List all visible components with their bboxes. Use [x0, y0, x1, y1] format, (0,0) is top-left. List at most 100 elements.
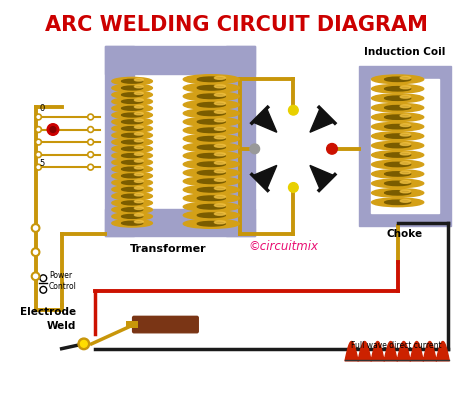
Ellipse shape [184, 152, 239, 161]
Bar [226, 47, 255, 236]
Ellipse shape [184, 75, 239, 85]
Ellipse shape [197, 86, 225, 91]
Circle shape [32, 249, 39, 256]
Ellipse shape [385, 172, 411, 177]
Ellipse shape [214, 205, 226, 207]
Text: 5: 5 [39, 159, 44, 168]
Ellipse shape [122, 174, 143, 178]
Ellipse shape [184, 126, 239, 136]
Ellipse shape [122, 195, 143, 198]
Ellipse shape [197, 129, 225, 133]
Ellipse shape [134, 99, 143, 102]
Ellipse shape [385, 163, 411, 167]
Ellipse shape [372, 170, 424, 179]
Circle shape [88, 115, 94, 121]
Ellipse shape [134, 194, 143, 196]
Polygon shape [253, 166, 277, 190]
Ellipse shape [184, 186, 239, 195]
Ellipse shape [214, 145, 226, 148]
Ellipse shape [122, 201, 143, 205]
Ellipse shape [112, 200, 152, 207]
Ellipse shape [372, 95, 424, 103]
Circle shape [35, 115, 41, 121]
Ellipse shape [400, 134, 411, 137]
Ellipse shape [385, 182, 411, 186]
Ellipse shape [184, 93, 239, 101]
Circle shape [88, 127, 94, 133]
Bar [105, 209, 255, 236]
Ellipse shape [385, 191, 411, 196]
Ellipse shape [385, 200, 411, 205]
Ellipse shape [197, 137, 225, 142]
Ellipse shape [122, 154, 143, 158]
Ellipse shape [197, 188, 225, 192]
Circle shape [35, 140, 41, 146]
Ellipse shape [214, 136, 226, 140]
Ellipse shape [400, 96, 411, 99]
Ellipse shape [372, 132, 424, 141]
Circle shape [80, 340, 87, 347]
Ellipse shape [122, 141, 143, 145]
Ellipse shape [122, 215, 143, 219]
Ellipse shape [184, 211, 239, 220]
Ellipse shape [112, 112, 152, 119]
Circle shape [289, 183, 298, 193]
Ellipse shape [112, 119, 152, 126]
Bar [105, 47, 134, 236]
Ellipse shape [197, 162, 225, 167]
Ellipse shape [197, 180, 225, 184]
Ellipse shape [184, 109, 239, 119]
Polygon shape [310, 166, 334, 190]
Ellipse shape [112, 152, 152, 160]
Ellipse shape [197, 171, 225, 176]
Ellipse shape [134, 86, 143, 89]
Ellipse shape [122, 121, 143, 124]
Text: 0: 0 [39, 104, 44, 113]
Circle shape [50, 127, 56, 133]
Ellipse shape [122, 161, 143, 165]
Ellipse shape [385, 154, 411, 158]
Text: ARC WELDING CIRCUIT DIAGRAM: ARC WELDING CIRCUIT DIAGRAM [45, 14, 428, 34]
Ellipse shape [134, 167, 143, 170]
Ellipse shape [214, 119, 226, 122]
Ellipse shape [214, 162, 226, 165]
Ellipse shape [214, 128, 226, 131]
Ellipse shape [184, 220, 239, 229]
Ellipse shape [184, 160, 239, 170]
Circle shape [88, 152, 94, 158]
Ellipse shape [184, 135, 239, 144]
Text: Induction Coil: Induction Coil [364, 47, 445, 57]
Ellipse shape [134, 154, 143, 156]
Ellipse shape [134, 147, 143, 149]
Circle shape [40, 275, 47, 282]
Ellipse shape [122, 168, 143, 172]
Circle shape [88, 165, 94, 171]
Ellipse shape [184, 194, 239, 203]
Ellipse shape [214, 213, 226, 216]
Text: Full wave direct current: Full wave direct current [351, 340, 442, 349]
Circle shape [35, 127, 41, 133]
Circle shape [32, 273, 39, 280]
Text: Weld: Weld [47, 320, 76, 330]
Ellipse shape [372, 123, 424, 132]
Ellipse shape [184, 203, 239, 212]
Ellipse shape [112, 78, 152, 86]
Ellipse shape [214, 77, 226, 80]
Ellipse shape [372, 85, 424, 94]
Ellipse shape [112, 206, 152, 214]
Ellipse shape [134, 120, 143, 122]
Ellipse shape [122, 148, 143, 152]
Ellipse shape [372, 142, 424, 150]
Ellipse shape [214, 221, 226, 224]
Ellipse shape [400, 162, 411, 165]
Ellipse shape [112, 193, 152, 200]
Ellipse shape [372, 151, 424, 160]
Bar [359, 67, 451, 227]
Text: Choke: Choke [386, 229, 422, 239]
Ellipse shape [214, 111, 226, 114]
Ellipse shape [372, 76, 424, 85]
Ellipse shape [122, 181, 143, 185]
Ellipse shape [112, 126, 152, 133]
Ellipse shape [134, 187, 143, 190]
Ellipse shape [134, 207, 143, 210]
